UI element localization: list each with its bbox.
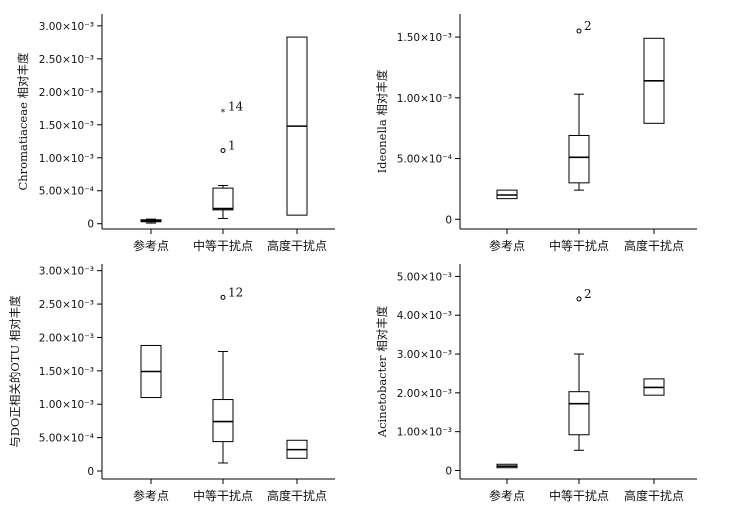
category-label: 参考点: [133, 488, 169, 503]
category-label: 高度干扰点: [624, 488, 684, 503]
category-label: 参考点: [489, 488, 525, 503]
box-1: [140, 218, 162, 224]
box-3: [286, 439, 308, 459]
outlier-label: 2: [584, 19, 592, 33]
box-3: [643, 378, 665, 396]
category-label: 中等干扰点: [193, 488, 253, 503]
box-2: [212, 350, 234, 464]
outlier-point: [576, 28, 582, 34]
box-1: [140, 344, 162, 399]
outlier-label: 2: [584, 287, 592, 301]
box-1: [496, 463, 518, 469]
y-tick-label: 5.00×10⁻⁴: [39, 433, 94, 445]
y-tick-label: 2.50×10⁻³: [39, 54, 94, 66]
box-3: [643, 37, 665, 124]
iqr-box: [212, 399, 234, 443]
y-tick-label: 3.00×10⁻³: [397, 349, 452, 361]
y-tick-label: 0: [87, 219, 94, 231]
y-tick-label: 0: [445, 465, 452, 477]
y-tick-label: 0: [87, 466, 94, 478]
category-label: 高度干扰点: [267, 238, 327, 253]
category-label: 参考点: [133, 238, 169, 253]
y-tick-label: 1.00×10⁻³: [397, 427, 452, 439]
outlier-label: 12: [228, 285, 243, 299]
category-label: 中等干扰点: [549, 488, 609, 503]
y-tick-label: 5.00×10⁻⁴: [39, 186, 94, 198]
outlier-star: *: [221, 108, 226, 118]
iqr-box: [568, 134, 590, 184]
y-tick-label: 4.00×10⁻³: [397, 310, 452, 322]
panel-1: 0 5.00×10⁻⁴ 1.00×10⁻³ 1.50×10⁻³ 2.00×10⁻³ 2.5…: [16, 14, 335, 253]
outlier-label: 14: [228, 100, 244, 114]
y-tick-label: 1.50×10⁻³: [39, 366, 94, 378]
y-tick-label: 3.00×10⁻³: [39, 21, 94, 33]
box-3: [286, 36, 308, 216]
y-tick-label: 2.00×10⁻³: [39, 332, 94, 344]
y-axis-label: Ideonella 相对丰度: [375, 69, 389, 173]
y-tick-label: 5.00×10⁻³: [397, 271, 452, 283]
box-1: [496, 189, 518, 200]
y-axis-label: Chromatiaceae 相对丰度: [16, 52, 30, 191]
panel-3: 0 5.00×10⁻⁴ 1.00×10⁻³ 1.50×10⁻³ 2.00×10⁻³ 2.5…: [8, 264, 335, 503]
outlier-point: [220, 294, 226, 300]
box-2: [568, 93, 590, 191]
y-tick-label: 2.00×10⁻³: [397, 388, 452, 400]
y-tick-label: 1.00×10⁻³: [39, 153, 94, 165]
y-tick-label: 1.50×10⁻³: [397, 32, 452, 44]
category-label: 参考点: [489, 238, 525, 253]
category-label: 中等干扰点: [193, 238, 253, 253]
panel-4: 0 1.00×10⁻³ 2.00×10⁻³ 3.00×10⁻³ 4.00×10⁻³ 5.0…: [375, 264, 697, 503]
y-axis-label: 与DO正相关的OTU 相对丰度: [8, 295, 22, 448]
y-tick-label: 3.00×10⁻³: [39, 266, 94, 278]
category-label: 高度干扰点: [624, 238, 684, 253]
y-tick-label: 2.50×10⁻³: [39, 299, 94, 311]
outlier-point: [576, 296, 582, 302]
y-tick-label: 1.00×10⁻³: [397, 93, 452, 105]
box-2: [568, 353, 590, 451]
iqr-box: [568, 391, 590, 436]
y-tick-label: 1.50×10⁻³: [39, 120, 94, 132]
panel-2: 0 5.00×10⁻⁴ 1.00×10⁻³ 1.50×10⁻³ Ideonella 相对…: [375, 14, 697, 253]
box-2: [212, 184, 234, 219]
category-label: 高度干扰点: [267, 488, 327, 503]
y-tick-label: 2.00×10⁻³: [39, 87, 94, 99]
y-axis-label: Acinetobacter 相对丰度: [375, 305, 389, 438]
y-tick-label: 0: [445, 214, 452, 226]
outlier-point: [220, 148, 226, 154]
category-label: 中等干扰点: [549, 238, 609, 253]
y-tick-label: 1.00×10⁻³: [39, 399, 94, 411]
outlier-label: 1: [228, 139, 236, 153]
y-tick-label: 5.00×10⁻⁴: [397, 154, 452, 166]
iqr-box: [212, 187, 234, 211]
